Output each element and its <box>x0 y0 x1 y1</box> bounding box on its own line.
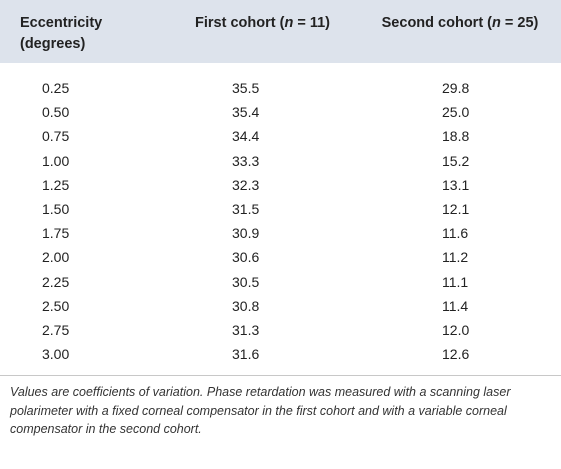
cell-first-cohort: 31.5 <box>232 200 260 217</box>
cell-first-cohort: 30.5 <box>232 273 260 290</box>
table-body: 0.25 35.5 29.8 0.50 35.4 25.0 0.75 34.4 18.8 1… <box>0 76 561 366</box>
table-header: Eccentricity (degrees) First cohort (n =… <box>0 0 561 63</box>
cell-first-cohort: 31.6 <box>232 346 260 363</box>
table-row: 3.00 31.6 12.6 <box>0 342 561 366</box>
cell-second-cohort: 29.8 <box>442 80 470 96</box>
cell-eccentricity: 2.25 <box>42 273 70 290</box>
cell-second-cohort: 18.8 <box>442 128 470 145</box>
header-second-prefix: Second cohort ( <box>381 15 493 31</box>
table-row: 1.50 31.5 12.1 <box>0 197 561 221</box>
cell-eccentricity: 3.00 <box>42 346 70 363</box>
cell-eccentricity: 1.25 <box>42 176 70 193</box>
cell-first-cohort: 32.3 <box>232 176 260 193</box>
table-row: 2.50 30.8 11.4 <box>0 294 561 318</box>
cell-eccentricity: 0.25 <box>42 80 70 96</box>
cell-eccentricity: 2.50 <box>42 297 70 314</box>
header-second-cohort: Second cohort (n = 25) <box>370 13 550 34</box>
cell-second-cohort: 12.1 <box>442 200 470 217</box>
table-row: 2.75 31.3 12.0 <box>0 318 561 342</box>
cell-eccentricity: 1.75 <box>42 225 70 242</box>
cell-eccentricity: 1.00 <box>42 152 70 169</box>
cell-second-cohort: 11.1 <box>442 273 469 290</box>
table-row: 0.50 35.4 25.0 <box>0 100 561 124</box>
cell-first-cohort: 33.3 <box>232 152 260 169</box>
cell-eccentricity: 2.00 <box>42 249 70 266</box>
header-second-suffix: = 25) <box>500 15 539 31</box>
cell-first-cohort: 34.4 <box>232 128 260 145</box>
cell-eccentricity: 0.50 <box>42 104 70 121</box>
cell-eccentricity: 2.75 <box>42 321 70 338</box>
header-eccentricity-line2: (degrees) <box>20 36 86 52</box>
header-eccentricity-line1: Eccentricity <box>20 15 103 31</box>
header-first-cohort: First cohort (n = 11) <box>175 13 350 34</box>
header-first-n: n <box>284 15 294 31</box>
cell-first-cohort: 35.4 <box>232 104 260 121</box>
header-second-n: n <box>492 15 501 31</box>
cell-first-cohort: 30.8 <box>232 297 260 314</box>
table-row: 0.75 34.4 18.8 <box>0 124 561 148</box>
header-first-prefix: First cohort ( <box>195 15 285 31</box>
cell-eccentricity: 1.50 <box>42 200 70 217</box>
header-first-suffix: = 11) <box>293 15 330 31</box>
cell-first-cohort: 35.5 <box>232 80 260 96</box>
cell-second-cohort: 11.4 <box>442 297 469 314</box>
cell-second-cohort: 12.6 <box>442 346 470 363</box>
cell-second-cohort: 25.0 <box>442 104 470 121</box>
table-row: 1.00 33.3 15.2 <box>0 149 561 173</box>
table-row: 1.75 30.9 11.6 <box>0 221 561 245</box>
cell-second-cohort: 15.2 <box>442 152 470 169</box>
table-caption: Values are coefficients of variation. Ph… <box>10 385 511 436</box>
table-row: 0.25 35.5 29.8 <box>0 76 561 100</box>
table-row: 2.25 30.5 11.1 <box>0 270 561 294</box>
cell-second-cohort: 11.2 <box>442 249 469 266</box>
cell-second-cohort: 13.1 <box>442 176 470 193</box>
cell-second-cohort: 12.0 <box>442 321 470 338</box>
cell-second-cohort: 11.6 <box>442 225 469 242</box>
table-row: 1.25 32.3 13.1 <box>0 173 561 197</box>
header-eccentricity: Eccentricity (degrees) <box>20 13 150 55</box>
table-row: 2.00 30.6 11.2 <box>0 245 561 269</box>
cell-first-cohort: 30.6 <box>232 249 260 266</box>
table-footer-divider <box>0 375 561 376</box>
cell-first-cohort: 31.3 <box>232 321 260 338</box>
cell-first-cohort: 30.9 <box>232 225 260 242</box>
cell-eccentricity: 0.75 <box>42 128 70 145</box>
